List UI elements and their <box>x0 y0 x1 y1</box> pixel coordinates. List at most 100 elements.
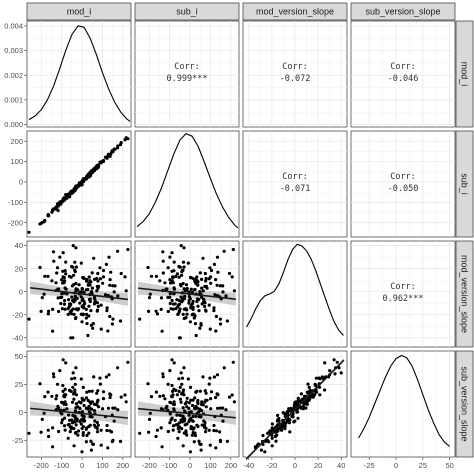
scatter-point <box>68 418 72 422</box>
scatter-point <box>74 265 78 269</box>
scatter-point <box>119 395 123 399</box>
scatter-point <box>95 165 99 169</box>
scatter-point <box>177 298 181 303</box>
scatter-point <box>87 304 91 308</box>
scatter-point <box>175 393 179 397</box>
scatter-point <box>177 275 181 279</box>
scatter-point <box>193 288 197 292</box>
scatter-point <box>225 439 229 443</box>
panel-0-0 <box>26 20 132 128</box>
scatter-point <box>112 147 116 151</box>
scatter-point <box>175 413 179 417</box>
scatter-point <box>82 403 86 408</box>
scatter-point <box>90 290 94 294</box>
scatter-point <box>108 392 112 396</box>
scatter-point <box>96 389 100 393</box>
scatter-point <box>195 389 199 393</box>
scatter-point <box>181 297 185 301</box>
scatter-point <box>276 413 280 417</box>
scatter-point <box>56 208 60 213</box>
scatter-point <box>308 389 312 393</box>
scatter-point <box>95 289 99 293</box>
scatter-point <box>63 428 67 432</box>
scatter-point <box>187 406 191 410</box>
strip-right-label: sub_version_slope <box>460 366 470 441</box>
scatter-point <box>64 260 68 264</box>
scatter-point <box>177 377 181 381</box>
scatter-point <box>203 301 207 305</box>
scatter-point <box>170 383 174 388</box>
strip-right-sub_i <box>455 130 474 238</box>
scatter-point <box>60 418 64 422</box>
scatter-point <box>207 303 211 307</box>
scatter-point <box>214 446 218 450</box>
scatter-point <box>191 307 195 311</box>
y-tick-label: 25 <box>15 380 23 389</box>
scatter-point <box>83 302 87 306</box>
regression-line <box>30 407 128 419</box>
panel-background <box>350 240 456 348</box>
scatter-point <box>109 150 114 154</box>
scatter-point <box>126 247 130 252</box>
scatter-point <box>84 316 88 320</box>
scatter-point <box>214 278 218 282</box>
scatter-point <box>61 389 65 393</box>
scatter-point <box>105 423 109 428</box>
scatter-point <box>73 294 77 298</box>
scatter-point <box>81 433 85 437</box>
corr-value: 0.962*** <box>383 294 424 304</box>
scatter-point <box>90 170 94 174</box>
scatter-point <box>42 411 46 415</box>
scatter-point <box>216 270 220 274</box>
scatter-point <box>288 418 292 422</box>
scatter-point <box>307 385 311 389</box>
scatter-point <box>68 430 72 434</box>
scatter-point <box>92 409 97 413</box>
scatter-point <box>202 297 206 301</box>
scatter-point <box>155 312 159 316</box>
scatter-point <box>168 369 172 373</box>
y-tick-label: -100 <box>8 198 23 207</box>
scatter-point <box>159 307 163 311</box>
scatter-point <box>113 406 117 410</box>
scatter-point <box>168 421 172 425</box>
scatter-point <box>109 270 113 274</box>
scatter-point <box>77 283 81 287</box>
scatter-point <box>191 427 195 431</box>
scatter-point <box>74 289 78 293</box>
corr-label: Corr: <box>390 282 416 292</box>
scatter-point <box>111 406 115 410</box>
scatter-point <box>74 423 78 427</box>
scatter-point <box>204 391 208 395</box>
scatter-point <box>214 429 218 433</box>
scatter-point <box>193 406 197 410</box>
scatter-point <box>172 269 176 273</box>
scatter-point <box>189 425 193 429</box>
scatter-point <box>222 249 226 253</box>
scatter-point <box>203 389 207 393</box>
scatter-point <box>215 373 220 377</box>
scatter-point <box>90 286 94 290</box>
scatter-point <box>161 394 165 398</box>
scatter-point <box>178 336 182 340</box>
panel-1-1 <box>134 130 240 238</box>
scatter-point <box>212 423 216 428</box>
x-tick-label: -25 <box>364 461 375 470</box>
scatter-point <box>175 272 179 276</box>
scatter-point <box>287 408 291 412</box>
scatter-point <box>161 271 165 275</box>
scatter-point <box>84 307 88 311</box>
scatter-point <box>72 312 76 316</box>
scatter-point <box>195 299 199 304</box>
y-tick-label: 20 <box>15 264 23 273</box>
scatter-point <box>110 322 114 326</box>
scatter-point <box>169 401 173 405</box>
scatter-point <box>159 296 164 300</box>
scatter-point <box>232 400 236 404</box>
scatter-point <box>70 295 74 299</box>
scatter-point <box>154 309 158 313</box>
y-tick-label: -40 <box>12 333 23 342</box>
scatter-point <box>54 281 58 285</box>
scatter-point <box>65 407 69 411</box>
